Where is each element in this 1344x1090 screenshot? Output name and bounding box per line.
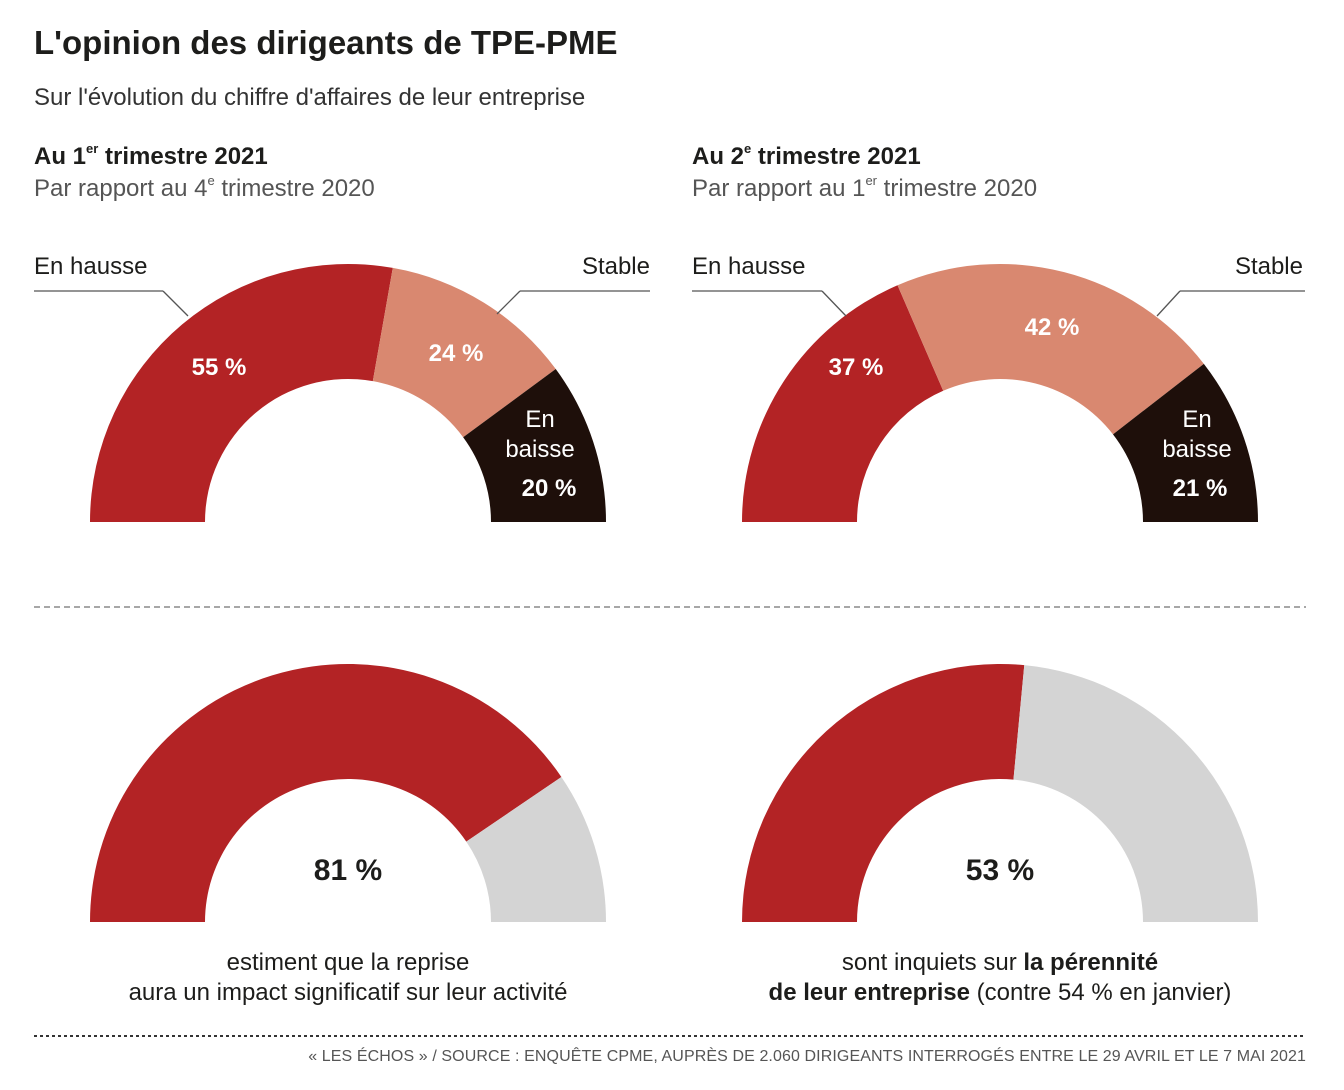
panel-2-subtitle-rest: trimestre 2020	[877, 175, 1038, 202]
panel-2-title: Au 2e trimestre 2021	[692, 141, 921, 171]
panel-1-subtitle-rest: trimestre 2020	[214, 175, 375, 202]
label-en-hausse-2: En hausse	[692, 253, 805, 280]
label-en-baisse-2-line1: En	[1182, 406, 1211, 433]
arc-hausse-q2	[742, 285, 944, 522]
panel-2-subtitle: Par rapport au 1er trimestre 2020	[692, 173, 1038, 203]
label-en-hausse-1: En hausse	[34, 253, 147, 280]
arc-remainder-53	[1013, 665, 1258, 922]
value-label-53: 53 %	[966, 854, 1034, 887]
caption-left: estiment que la reprise aura un impact s…	[60, 948, 636, 1008]
caption-right-line1-bold: la pérennité	[1023, 949, 1159, 976]
arc-baisse-q1	[463, 369, 606, 522]
panel-1-subtitle-sup: e	[207, 173, 215, 188]
value-label-37: 37 %	[829, 354, 884, 381]
arc-stable-q2	[897, 264, 1204, 435]
arc-stable-q1	[372, 267, 556, 438]
caption-right-line2-bold: de leur entreprise	[768, 979, 970, 1006]
value-label-55: 55 %	[192, 354, 247, 381]
panel-1-title-rest: trimestre 2021	[98, 143, 268, 170]
caption-right-line2-text: (contre 54 % en janvier)	[969, 979, 1232, 1006]
label-en-baisse-2-line2: baisse	[1162, 436, 1231, 463]
label-stable-2: Stable	[1235, 253, 1303, 280]
leader-line-stable-2-diag	[1156, 290, 1181, 317]
arc-hausse-q1	[90, 264, 393, 522]
panel-2-title-sup: e	[744, 141, 752, 156]
value-label-81: 81 %	[314, 854, 382, 887]
caption-left-line2: aura un impact significatif sur leur act…	[128, 979, 568, 1006]
panel-2-subtitle-text: Par rapport au 1	[692, 175, 866, 202]
arc-value-81	[90, 663, 562, 922]
value-label-21: 21 %	[1173, 475, 1228, 502]
arc-baisse-q2	[1112, 363, 1258, 522]
panel-2-title-rest: trimestre 2021	[751, 143, 921, 170]
leader-line-hausse-1-diag	[162, 290, 189, 317]
panel-1-subtitle: Par rapport au 4e trimestre 2020	[34, 173, 375, 203]
panel-1-title-sup: er	[86, 141, 99, 156]
arc-value-53	[742, 664, 1025, 922]
value-label-20: 20 %	[522, 475, 577, 502]
source-note: « LES ÉCHOS » / SOURCE : ENQUÊTE CPME, A…	[308, 1048, 1306, 1065]
label-en-baisse-1-line1: En	[525, 406, 554, 433]
value-label-24: 24 %	[429, 340, 484, 367]
caption-left-line1: estiment que la reprise	[226, 949, 470, 976]
leader-line-stable-1-diag	[496, 290, 521, 315]
page-subtitle: Sur l'évolution du chiffre d'affaires de…	[34, 84, 586, 111]
label-stable-1: Stable	[582, 253, 650, 280]
leader-line-hausse-2-diag	[821, 290, 847, 317]
panel-2-subtitle-sup: er	[865, 173, 877, 188]
panel-1-title-text: Au 1	[34, 143, 87, 170]
caption-right-line1-text: sont inquiets sur	[841, 949, 1024, 976]
panel-1-subtitle-text: Par rapport au 4	[34, 175, 208, 202]
panel-2-title-text: Au 2	[692, 143, 745, 170]
caption-right: sont inquiets sur la pérennité de leur e…	[700, 948, 1300, 1008]
label-en-baisse-1-line2: baisse	[505, 436, 574, 463]
arc-remainder-81	[466, 776, 606, 922]
page-title: L'opinion des dirigeants de TPE-PME	[34, 24, 618, 61]
panel-1-title: Au 1er trimestre 2021	[34, 141, 268, 171]
value-label-42: 42 %	[1025, 314, 1080, 341]
